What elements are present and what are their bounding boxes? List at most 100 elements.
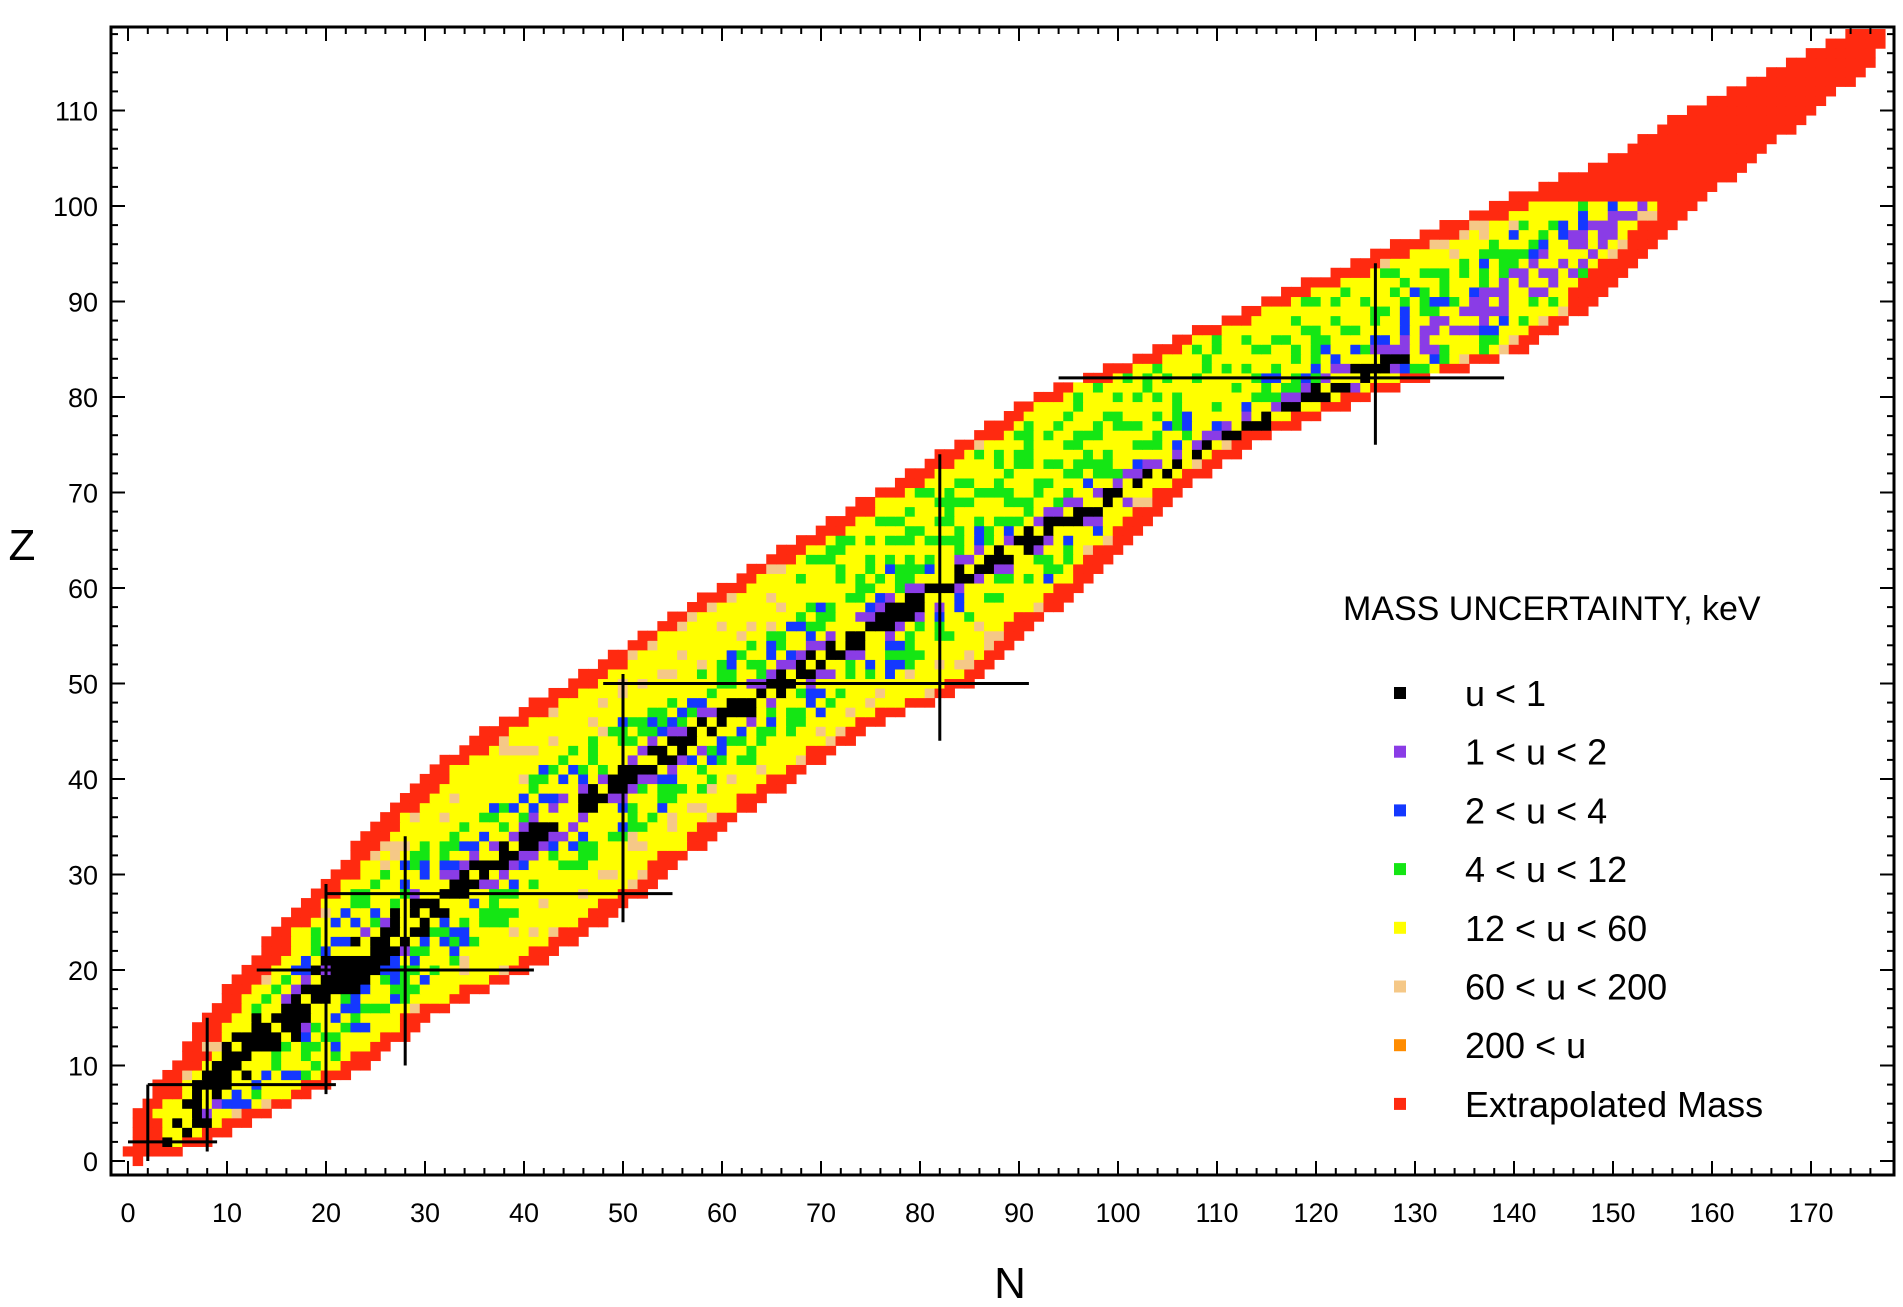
nuclide-cell (390, 907, 401, 918)
nuclide-cell (1370, 258, 1381, 269)
nuclide-cell (489, 840, 500, 851)
nuclide-cell (469, 783, 480, 794)
nuclide-cell (300, 936, 312, 947)
nuclide-cell (1469, 296, 1480, 307)
nuclide-cell (508, 907, 520, 918)
nuclide-cell (1439, 239, 1450, 250)
nuclide-cell (825, 563, 837, 574)
nuclide-cell (1617, 239, 1629, 250)
nuclide-cell (1716, 114, 1728, 126)
nuclide-cell (756, 716, 767, 727)
nuclide-cell (914, 506, 926, 517)
nuclide-cell (805, 726, 817, 737)
nuclide-cell (538, 869, 550, 880)
nuclide-cell (1112, 458, 1124, 469)
nuclide-cell (1419, 267, 1431, 278)
nuclide-cell (1528, 210, 1540, 221)
nuclide-cell (380, 821, 391, 832)
nuclide-cell (904, 477, 916, 489)
nuclide-cell (667, 726, 678, 737)
nuclide-cell (1162, 411, 1173, 422)
nuclide-cell (409, 859, 421, 871)
nuclide-cell (568, 783, 579, 794)
nuclide-cell (1320, 305, 1332, 317)
nuclide-cell (241, 1089, 253, 1100)
nuclide-cell (231, 1031, 243, 1042)
nuclide-cell (1558, 315, 1569, 326)
nuclide-cell (1063, 563, 1074, 574)
nuclide-cell (756, 630, 767, 641)
nuclide-cell (1330, 267, 1342, 278)
nuclide-cell (1736, 95, 1747, 107)
nuclide-cell (637, 802, 649, 813)
nuclide-cell (1023, 582, 1035, 594)
nuclide-cell (776, 668, 787, 680)
nuclide-cell (894, 544, 906, 555)
nuclide-cell (855, 573, 866, 584)
nuclide-cell (588, 812, 599, 823)
nuclide-cell (1558, 248, 1569, 259)
nuclide-cell (390, 926, 401, 937)
nuclide-cell (439, 936, 451, 947)
nuclide-cell (696, 697, 708, 708)
nuclide-cell (350, 850, 361, 861)
nuclide-cell (1251, 420, 1262, 431)
nuclide-cell (211, 1108, 223, 1119)
nuclide-cell (1419, 334, 1431, 345)
nuclide-cell (1419, 353, 1431, 364)
nuclide-cell (1073, 487, 1084, 498)
nuclide-cell (429, 859, 441, 871)
nuclide-cell (469, 955, 480, 966)
nuclide-cell (1667, 181, 1678, 192)
nuclide-cell (597, 726, 609, 737)
nuclide-cell (1637, 134, 1648, 145)
nuclide-cell (182, 1069, 193, 1081)
nuclide-cell (1073, 391, 1084, 403)
nuclide-cell (1023, 477, 1035, 489)
nuclide-cell (984, 439, 995, 450)
nuclide-cell (875, 525, 886, 536)
nuclide-cell (855, 707, 866, 718)
nuclide-cell (152, 1098, 163, 1109)
nuclide-cell (1469, 353, 1480, 364)
nuclide-cell (1142, 506, 1153, 517)
nuclide-cell (726, 735, 738, 746)
nuclide-cell (1063, 525, 1074, 536)
nuclide-cell (1568, 248, 1579, 259)
nuclide-cell (1686, 172, 1698, 183)
nuclide-cell (518, 793, 530, 804)
nuclide-cell (1845, 67, 1856, 78)
nuclide-cell (1092, 401, 1104, 412)
nuclide-cell (885, 573, 896, 584)
nuclide-cell (1231, 325, 1243, 336)
nuclide-cell (469, 878, 480, 890)
nuclide-cell (786, 649, 797, 660)
nuclide-cell (1350, 267, 1361, 278)
nuclide-cell (1409, 286, 1421, 298)
nuclide-cell (687, 707, 698, 718)
nuclide-cell (1667, 191, 1678, 202)
nuclide-cell (1716, 95, 1728, 107)
nuclide-cell (578, 831, 589, 842)
nuclide-cell (627, 735, 639, 746)
nuclide-cell (1449, 286, 1460, 298)
nuclide-cell (528, 783, 540, 794)
nuclide-cell (726, 630, 738, 641)
nuclide-cell (964, 649, 975, 660)
nuclide-cell (1201, 382, 1213, 393)
nuclide-cell (350, 1041, 361, 1052)
nuclide-cell (647, 783, 658, 794)
nuclide-cell (1459, 296, 1470, 307)
nuclide-cell (439, 783, 451, 794)
magic-number-lines (128, 263, 1505, 1161)
nuclide-cell (677, 764, 688, 775)
nuclide-cell (954, 611, 965, 622)
nuclide-cell (1667, 220, 1678, 231)
nuclide-cell (677, 812, 688, 823)
nuclide-cell (479, 821, 490, 832)
nuclide-cell (578, 869, 589, 880)
nuclide-cell (914, 496, 926, 508)
nuclide-cell (1607, 153, 1619, 164)
nuclide-cell (706, 754, 718, 765)
nuclide-cell (1350, 277, 1361, 288)
